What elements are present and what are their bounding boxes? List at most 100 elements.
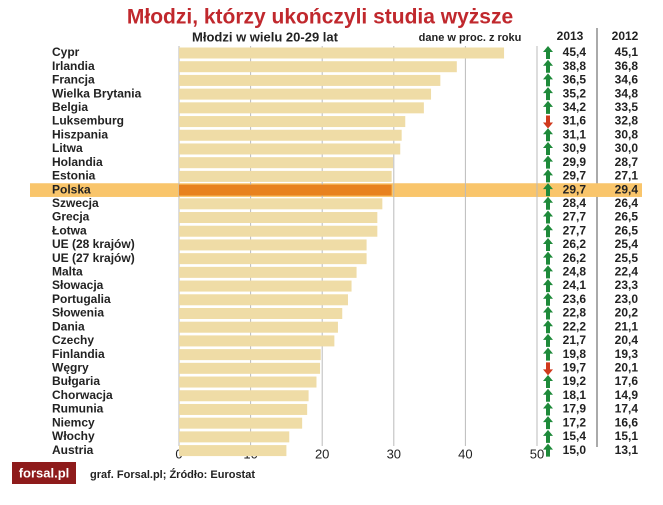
category-label: Szwecja <box>52 196 99 210</box>
category-label: UE (27 krajów) <box>52 251 135 265</box>
arrow-up <box>543 279 553 293</box>
category-label: Słowacja <box>52 278 104 292</box>
category-label: Grecja <box>52 210 90 224</box>
category-label: Malta <box>52 265 83 279</box>
arrow-up <box>543 429 553 443</box>
value-label: 22,4 <box>615 265 639 279</box>
bar <box>179 307 343 319</box>
arrow-up <box>543 224 553 238</box>
bar <box>179 74 441 86</box>
value-label: 23,6 <box>563 292 587 306</box>
bar <box>179 170 392 182</box>
logo: forsal.pl <box>19 465 70 480</box>
value-label: 15,0 <box>563 443 587 457</box>
value-label: 34,8 <box>615 86 639 100</box>
value-label: 30,8 <box>615 127 639 141</box>
column-header: 2012 <box>612 29 639 43</box>
value-label: 29,7 <box>563 169 587 183</box>
bar <box>179 239 367 251</box>
category-label: Finlandia <box>52 347 105 361</box>
category-label: Bułgaria <box>52 374 100 388</box>
category-label: Litwa <box>52 141 83 155</box>
value-label: 13,1 <box>615 443 639 457</box>
arrow-up <box>543 141 553 155</box>
value-label: 17,6 <box>615 374 639 388</box>
bar <box>179 88 432 100</box>
category-label: Hiszpania <box>52 127 108 141</box>
value-label: 21,1 <box>615 319 639 333</box>
value-label: 26,5 <box>615 223 639 237</box>
category-label: Estonia <box>52 169 96 183</box>
arrow-up <box>543 375 553 389</box>
bar <box>179 47 505 59</box>
logo-box <box>12 462 76 484</box>
bar <box>179 376 317 388</box>
note: dane w proc. z roku <box>419 32 522 44</box>
arrow-up <box>543 347 553 361</box>
value-label: 23,3 <box>615 278 639 292</box>
value-label: 14,9 <box>615 388 639 402</box>
value-label: 28,7 <box>615 155 639 169</box>
category-label: Irlandia <box>52 59 95 73</box>
bar <box>179 417 303 429</box>
category-label: Portugalia <box>52 292 111 306</box>
arrow-up <box>543 265 553 279</box>
value-label: 20,1 <box>615 361 639 375</box>
plot: 01020304050Cypr45,445,1Irlandia38,836,8F… <box>30 45 642 461</box>
value-label: 26,4 <box>615 196 639 210</box>
value-label: 19,8 <box>563 347 587 361</box>
arrow-up <box>543 416 553 430</box>
value-label: 17,4 <box>615 402 639 416</box>
arrow-down <box>543 115 553 129</box>
arrow-down <box>543 362 553 376</box>
bar <box>179 280 352 292</box>
arrow-up <box>543 320 553 334</box>
value-label: 34,2 <box>563 100 587 114</box>
bar <box>179 321 338 333</box>
value-label: 28,4 <box>563 196 587 210</box>
bar <box>179 143 401 155</box>
arrow-up <box>543 251 553 265</box>
bar <box>179 157 394 169</box>
category-label: Węgry <box>52 361 89 375</box>
value-label: 21,7 <box>563 333 587 347</box>
value-label: 27,7 <box>563 223 587 237</box>
bar <box>179 116 406 128</box>
value-label: 20,4 <box>615 333 639 347</box>
category-label: Luksemburg <box>52 114 124 128</box>
bar <box>179 362 321 374</box>
bar <box>179 61 457 73</box>
arrow-up <box>543 59 553 73</box>
x-tick-label: 30 <box>387 446 401 461</box>
value-label: 36,5 <box>563 73 587 87</box>
arrow-up <box>543 183 553 197</box>
value-label: 25,5 <box>615 251 639 265</box>
bar <box>179 129 402 141</box>
arrow-up <box>543 333 553 347</box>
category-label: Niemcy <box>52 415 95 429</box>
arrow-up <box>543 169 553 183</box>
category-label: Belgia <box>52 100 88 114</box>
bar <box>179 102 424 114</box>
value-label: 35,2 <box>563 86 587 100</box>
arrow-up <box>543 196 553 210</box>
category-label: Francja <box>52 73 95 87</box>
bar <box>179 445 287 457</box>
value-label: 45,1 <box>615 45 639 59</box>
value-label: 30,9 <box>563 141 587 155</box>
value-label: 23,0 <box>615 292 639 306</box>
category-label: Włochy <box>52 429 95 443</box>
arrow-up <box>543 292 553 306</box>
x-tick-label: 50 <box>530 446 544 461</box>
bar <box>179 403 308 415</box>
value-label: 15,4 <box>563 429 587 443</box>
value-label: 18,1 <box>563 388 587 402</box>
value-label: 15,1 <box>615 429 639 443</box>
value-label: 27,1 <box>615 169 639 183</box>
arrow-up <box>543 155 553 169</box>
value-label: 22,2 <box>563 319 587 333</box>
category-label: Austria <box>52 443 94 457</box>
value-label: 26,2 <box>563 237 587 251</box>
value-label: 24,8 <box>563 265 587 279</box>
value-label: 29,7 <box>563 182 587 196</box>
